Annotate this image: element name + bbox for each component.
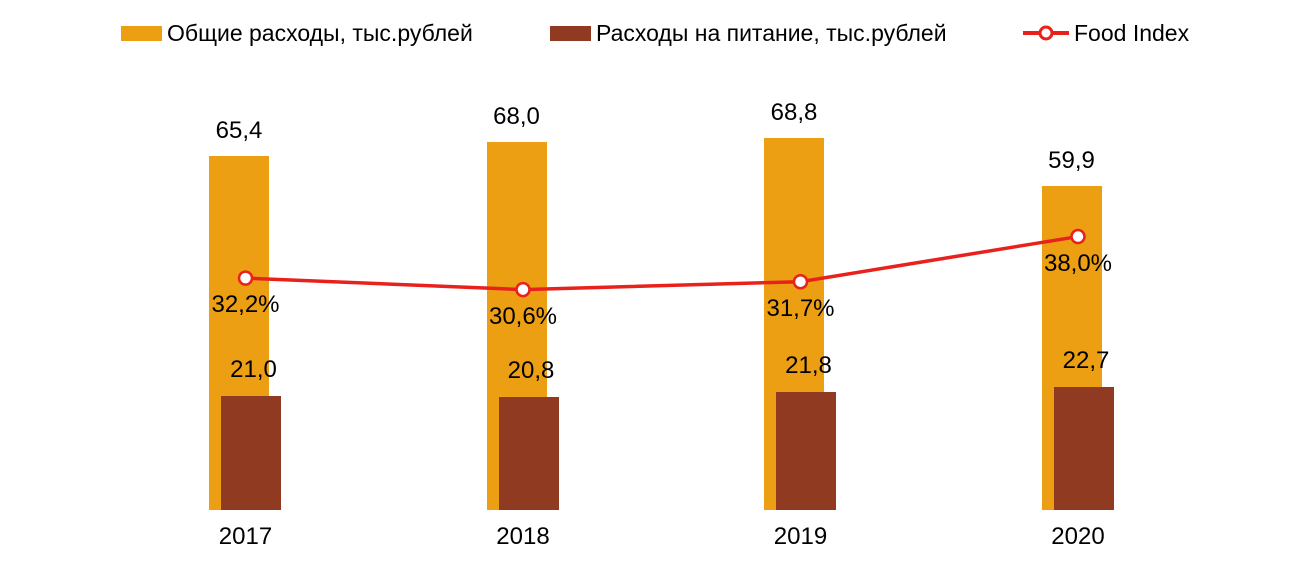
total-expenses-value-label: 68,8 xyxy=(770,98,818,126)
food-expenses-value-label: 22,7 xyxy=(1062,347,1110,375)
food-expenses-value-label: 21,8 xyxy=(785,351,832,379)
category-label-2020: 2020 xyxy=(1051,523,1105,550)
total-expenses-swatch-icon xyxy=(121,25,162,41)
food-index-value-label: 31,7% xyxy=(766,294,835,322)
food-expenses-value-label: 21,0 xyxy=(230,356,277,384)
food-index-value-label: 32,2% xyxy=(211,291,280,319)
legend-item-food-index: Food Index xyxy=(1023,20,1189,46)
legend-item-food-expenses: Расходы на питание, тыс.рублей xyxy=(550,20,947,46)
food-expenses-value-label: 20,8 xyxy=(507,357,555,385)
bar-food-expenses-2020 xyxy=(1053,387,1114,510)
legend-item-total-expenses: Общие расходы, тыс.рублей xyxy=(121,20,473,46)
bar-food-expenses-2017 xyxy=(221,396,281,510)
total-expenses-value-label: 59,9 xyxy=(1048,146,1095,174)
total-expenses-value-label: 65,4 xyxy=(215,116,263,144)
bar-food-expenses-2018 xyxy=(498,397,559,510)
category-label-2017: 2017 xyxy=(218,523,273,550)
food-index-legend-dot xyxy=(1038,25,1054,41)
bar-food-expenses-2019 xyxy=(776,391,836,510)
food-index-value-label: 30,6% xyxy=(488,302,558,330)
category-label-2018: 2018 xyxy=(496,523,550,550)
food-index-value-label: 38,0% xyxy=(1043,249,1113,277)
legend-label-food-expenses: Расходы на питание, тыс.рублей xyxy=(596,20,947,46)
total-expenses-value-label: 68,0 xyxy=(493,102,540,130)
legend-label-food-index: Food Index xyxy=(1074,20,1190,46)
category-label-2019: 2019 xyxy=(773,523,828,550)
food-expenses-swatch-icon xyxy=(550,25,591,41)
legend-label-total-expenses: Общие расходы, тыс.рублей xyxy=(167,20,473,46)
food-index-line-marker-icon xyxy=(1023,25,1069,41)
